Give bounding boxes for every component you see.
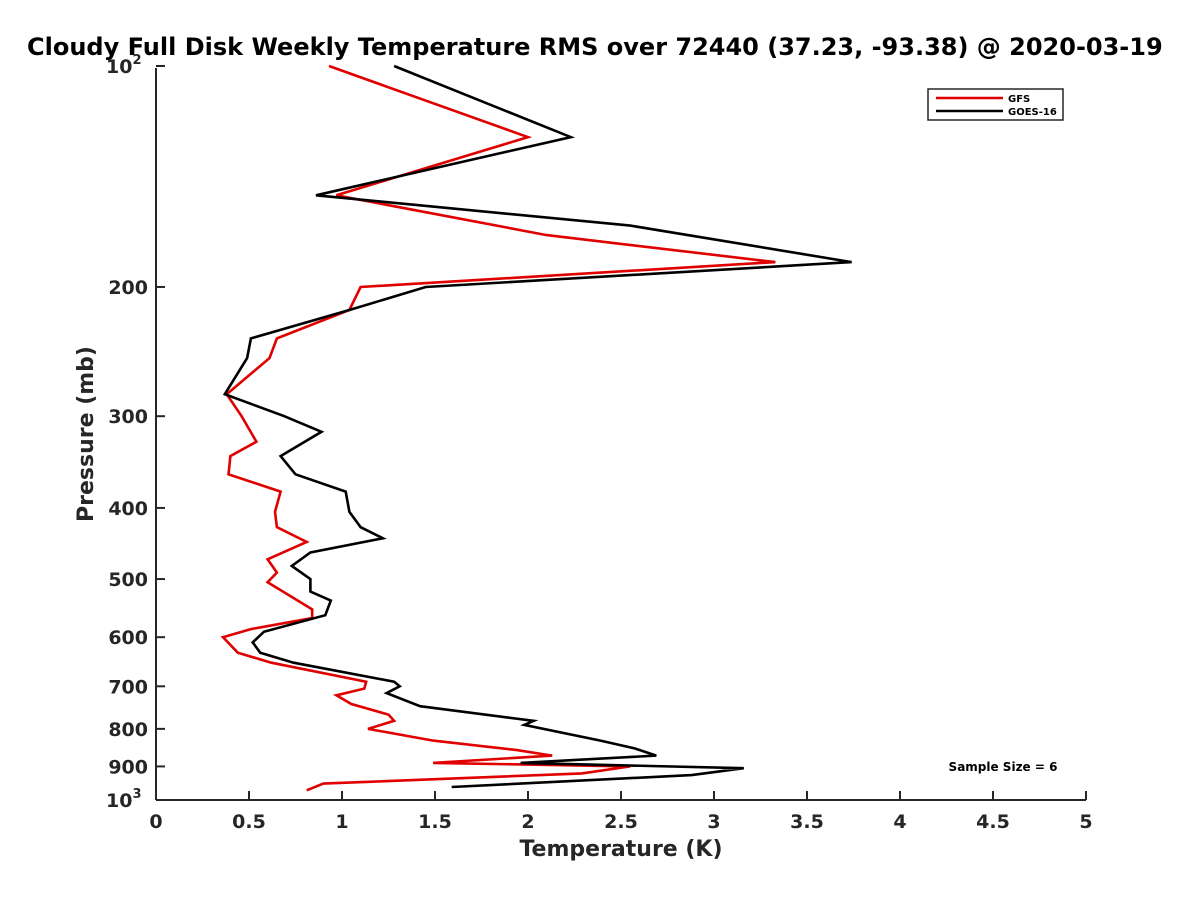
legend-label-goes16: GOES-16 (1008, 107, 1057, 118)
y-tick-label: 600 (108, 627, 148, 649)
y-tick-label-exponent: 2 (132, 53, 141, 68)
chart-title: Cloudy Full Disk Weekly Temperature RMS … (27, 33, 1163, 61)
y-tick-label: 800 (108, 719, 148, 741)
legend-label-gfs: GFS (1008, 94, 1030, 105)
axes (155, 68, 1086, 801)
series-line-goes-16 (222, 64, 852, 789)
x-tick-label: 2.5 (604, 811, 638, 833)
x-tick-label: 0.5 (232, 811, 266, 833)
x-tick-label: 2 (521, 811, 534, 833)
y-tick-label: 102 (106, 53, 142, 78)
legend-box (927, 88, 1064, 121)
y-axis-label: Pressure (mb) (74, 346, 99, 522)
sample-size-annotation: Sample Size = 6 (949, 760, 1058, 774)
x-tick-label: 4 (893, 811, 906, 833)
x-axis-ticks: 0 0.5 1 1.5 2 2.5 3 3.5 4 4.5 5 (149, 791, 1093, 833)
x-tick-label: 0 (149, 811, 162, 833)
x-tick-label: 3.5 (790, 811, 824, 833)
y-tick-label: 400 (108, 498, 148, 520)
x-tick-label: 1 (335, 811, 348, 833)
legend: GFS GOES-16 (927, 88, 1064, 121)
y-tick-label: 500 (108, 569, 148, 591)
y-tick-label: 200 (108, 277, 148, 299)
x-tick-label: 4.5 (976, 811, 1010, 833)
y-tick-label: 700 (108, 676, 148, 698)
y-tick-label-base: 10 (106, 790, 132, 812)
x-tick-label: 1.5 (418, 811, 452, 833)
x-tick-label: 5 (1079, 811, 1092, 833)
y-tick-label: 300 (108, 406, 148, 428)
y-tick-label-exponent: 3 (132, 787, 141, 802)
y-tick-label-base: 10 (106, 56, 132, 78)
y-tick-label: 900 (108, 756, 148, 778)
series-lines (220, 64, 852, 792)
x-tick-label: 3 (707, 811, 720, 833)
y-tick-label: 103 (106, 787, 142, 812)
series-line-gfs (220, 64, 776, 792)
x-axis-label: Temperature (K) (519, 837, 722, 862)
